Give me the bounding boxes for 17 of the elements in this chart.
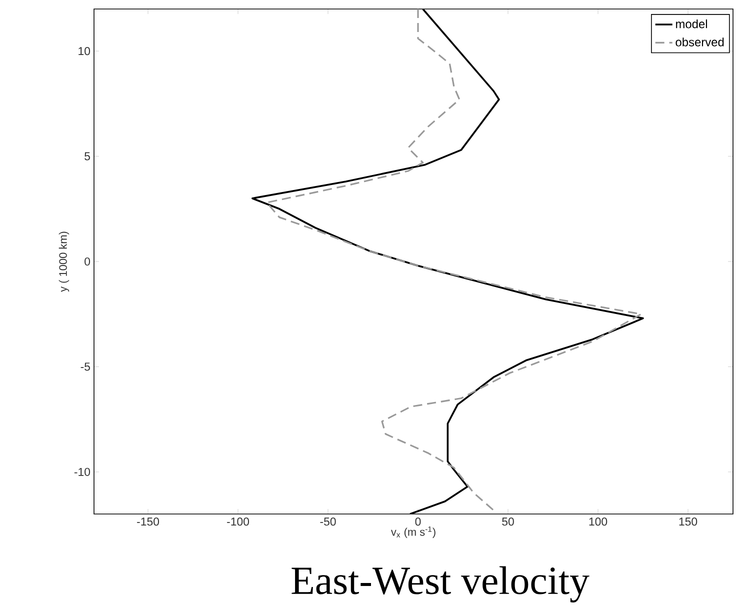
y-tick-label: 5 [84, 152, 90, 160]
x-tick-label: -50 [320, 518, 336, 526]
x-tick-label: 100 [589, 518, 608, 526]
y-tick-label: 10 [78, 47, 90, 56]
x-tick-label: 0 [415, 518, 421, 526]
legend-label: model [676, 19, 707, 28]
x-tick-label: 50 [502, 518, 514, 526]
y-tick-label: -10 [74, 468, 90, 476]
x-axis-title: v$_{x}$ (m s$^{-1}$) [390, 526, 436, 538]
y-tick-label: -5 [80, 362, 90, 371]
y-axis-title: y ( 1000 km) [58, 232, 70, 292]
y-tick-label: 0 [84, 257, 90, 266]
x-tick-label: -100 [227, 518, 250, 526]
x-tick-label: -150 [137, 518, 160, 526]
x-tick-label: 150 [679, 518, 698, 526]
legend-label: observed [676, 38, 724, 46]
text: East-West velocity [292, 566, 590, 602]
